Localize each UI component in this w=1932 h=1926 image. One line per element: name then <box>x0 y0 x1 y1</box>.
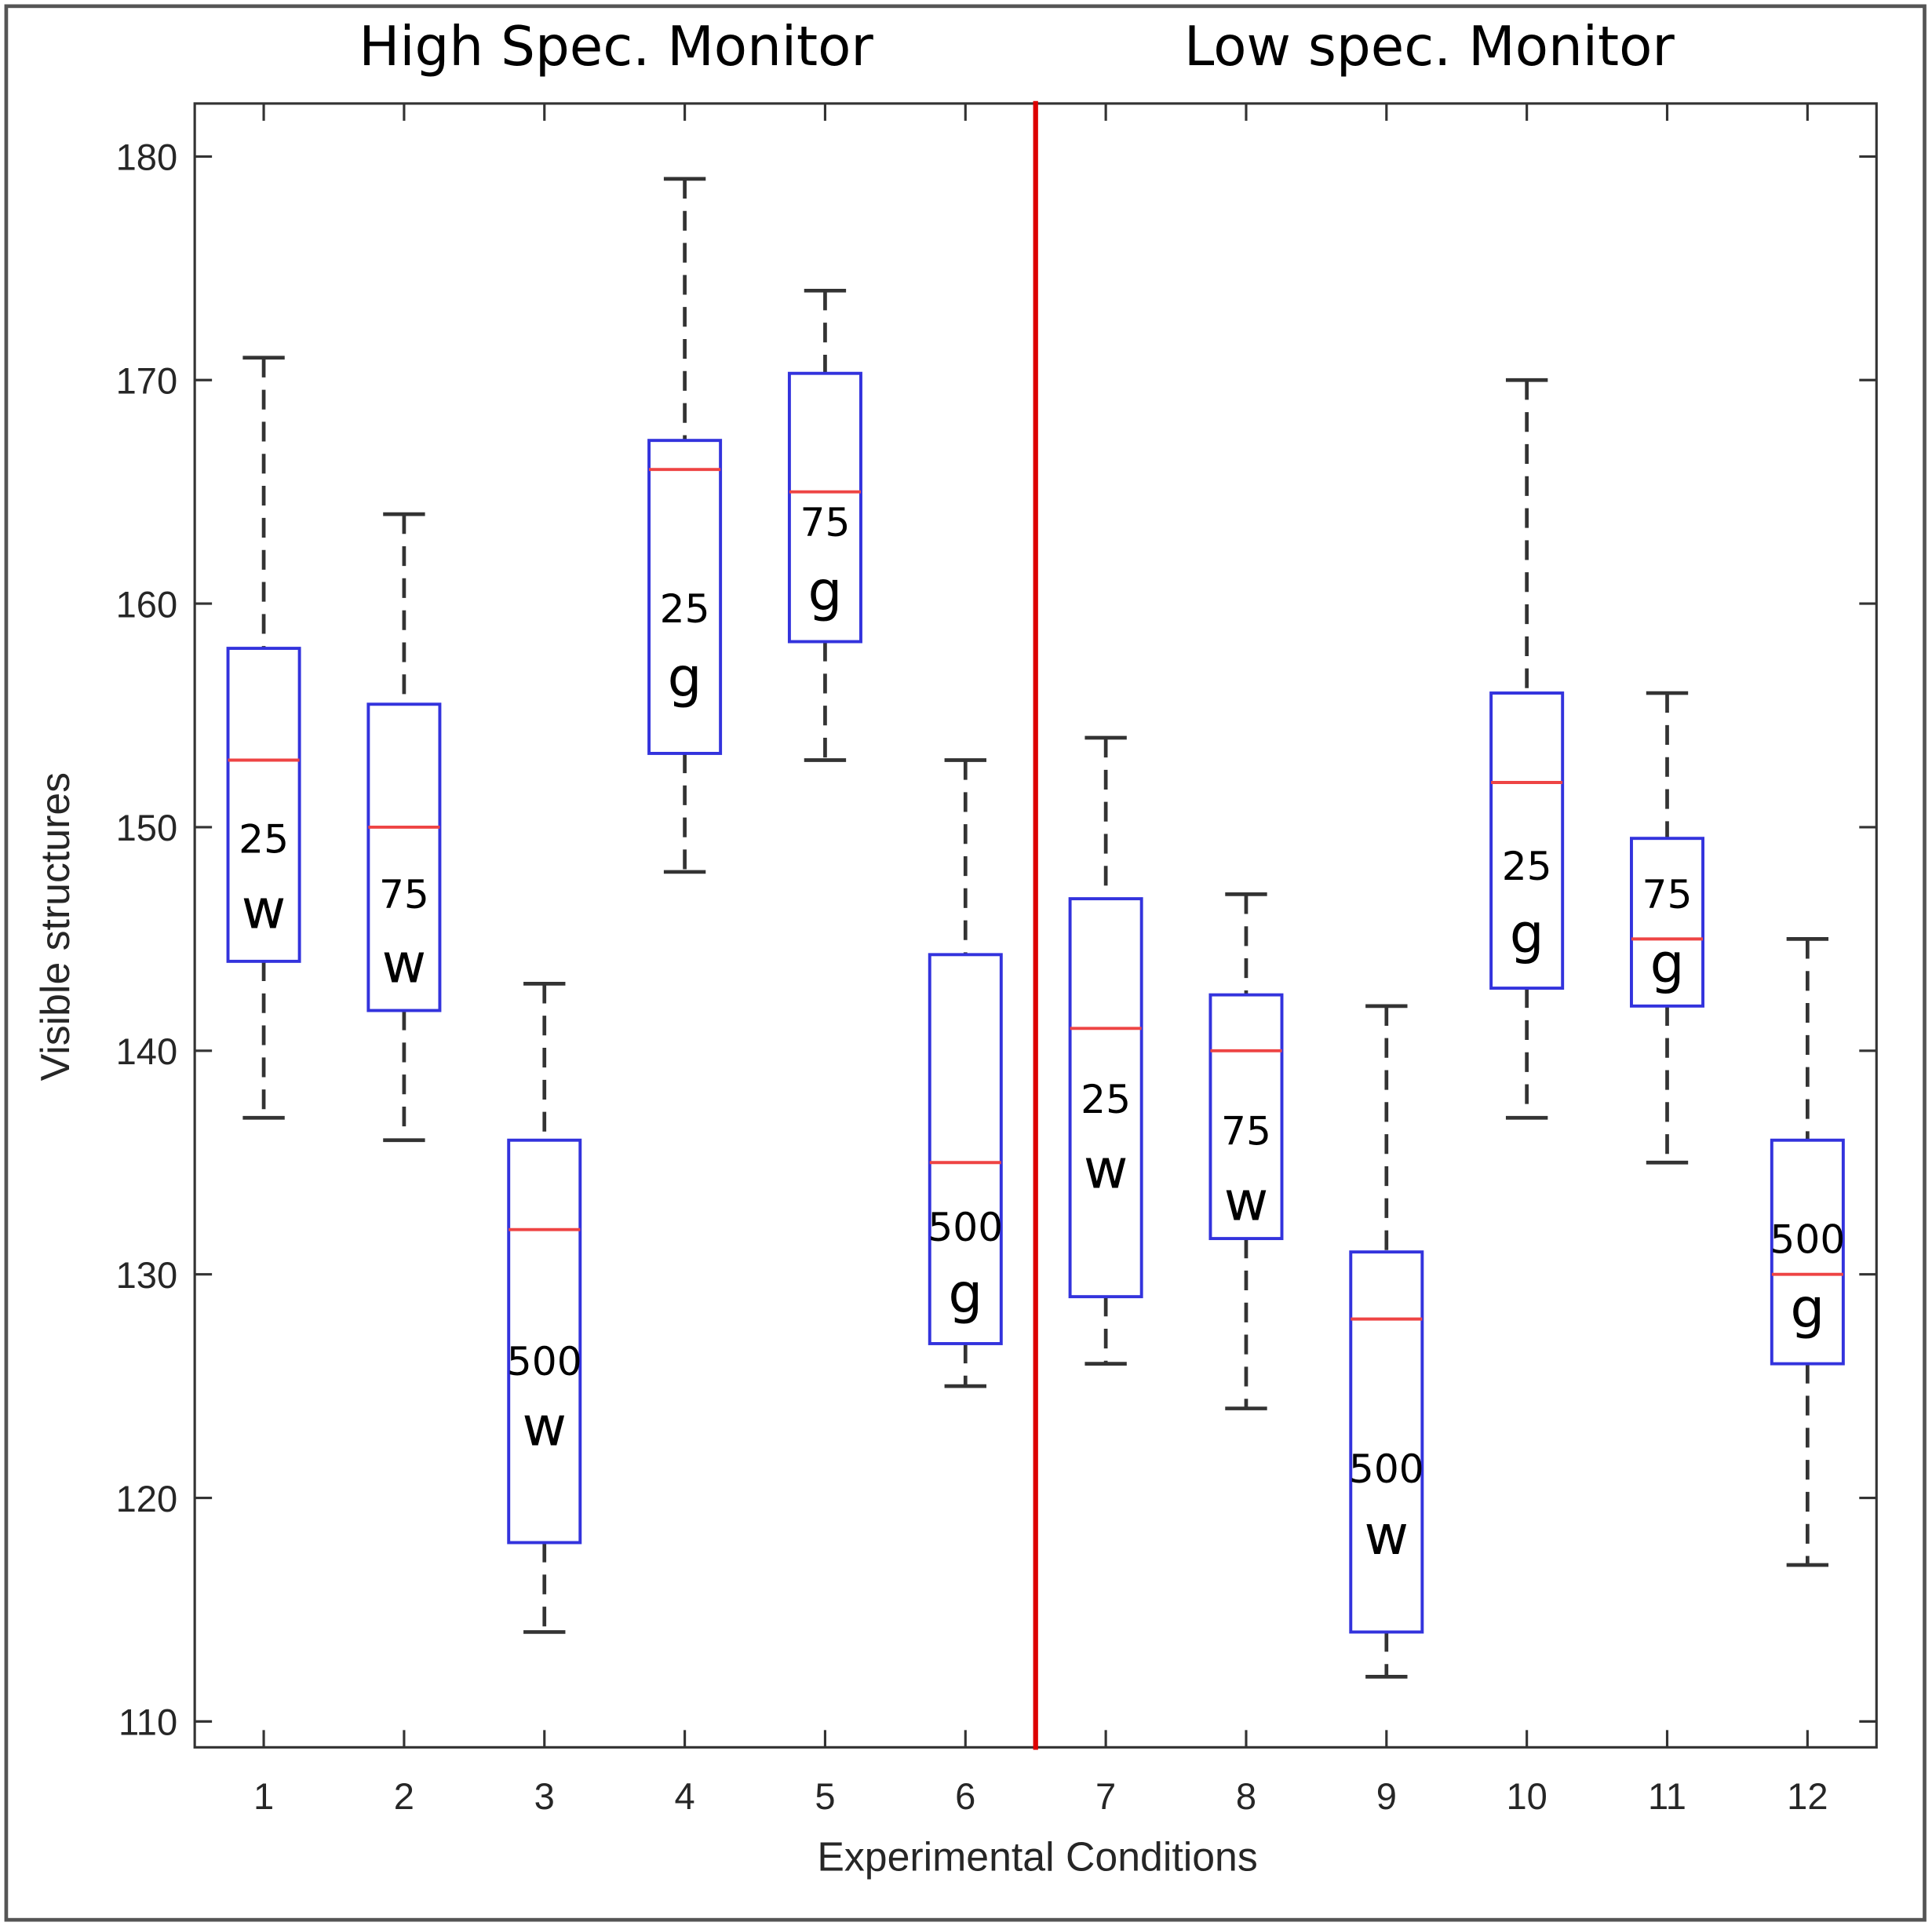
box-9: 500 w <box>1349 1004 1424 1679</box>
box-label-number: 25 <box>239 815 289 862</box>
x-tick-label: 2 <box>394 1775 414 1817</box>
y-tick-label: 160 <box>116 583 178 625</box>
x-tick-label: 7 <box>1095 1775 1116 1817</box>
box-iqr <box>1068 897 1143 1299</box>
box-label-number: 75 <box>800 499 850 545</box>
box-label-number: 75 <box>1642 871 1693 917</box>
box-label-letter: w <box>242 878 286 941</box>
box-label-letter: g <box>1790 1278 1824 1341</box>
panel-title-low-spec: Low spec. Monitor <box>1184 16 1675 78</box>
box-iqr <box>928 953 1003 1345</box>
box-6: 500 g <box>928 758 1003 1388</box>
box-label-letter: g <box>808 560 843 623</box>
x-tick-label: 10 <box>1506 1775 1547 1817</box>
box-label-number: 75 <box>1221 1108 1271 1155</box>
x-tick-label: 11 <box>1648 1775 1686 1817</box>
y-axis-label: Visible structures <box>32 772 78 1081</box>
y-tick-label: 180 <box>116 137 178 178</box>
box-label-number: 500 <box>1349 1446 1424 1492</box>
box-11: 75 g <box>1630 691 1704 1165</box>
box-iqr <box>1208 993 1284 1241</box>
box-iqr <box>1489 691 1565 990</box>
box-label-letter: g <box>668 647 702 709</box>
box-iqr <box>647 439 723 755</box>
y-tick-label: 150 <box>116 807 178 848</box>
x-tick-label: 9 <box>1376 1775 1397 1817</box>
box-iqr <box>1770 1138 1845 1366</box>
box-iqr <box>1630 837 1704 1008</box>
box-5: 75 g <box>787 288 862 762</box>
panel-title-high-spec: High Spec. Monitor <box>359 16 873 78</box>
box-label-letter: w <box>523 1396 567 1459</box>
box-12: 500 g <box>1770 937 1845 1567</box>
y-tick-label: 110 <box>118 1702 177 1743</box>
x-tick-label: 12 <box>1787 1775 1828 1817</box>
box-10: 25 g <box>1489 378 1565 1120</box>
outer-frame <box>4 4 1927 1922</box>
box-label-letter: w <box>1224 1170 1269 1233</box>
box-label-number: 500 <box>507 1338 582 1384</box>
box-2: 75 w <box>366 512 442 1143</box>
x-tick-label: 6 <box>955 1775 975 1817</box>
x-tick-label: 4 <box>674 1775 694 1817</box>
box-label-number: 75 <box>379 871 429 917</box>
box-iqr <box>226 647 301 963</box>
box-iqr <box>1349 1250 1424 1634</box>
box-label-letter: w <box>382 932 426 995</box>
box-label-number: 500 <box>1770 1217 1845 1263</box>
y-tick-label: 170 <box>116 360 178 402</box>
x-tick-label: 3 <box>534 1775 555 1817</box>
box-label-number: 25 <box>1502 843 1552 889</box>
box-label-number: 25 <box>660 585 710 632</box>
box-label-letter: w <box>1084 1139 1128 1202</box>
box-label-number: 25 <box>1081 1076 1131 1122</box>
box-1: 25 w <box>226 356 301 1120</box>
boxes: 25 w 75 w 500 w 25 g 75 g 500 g 25 w 75 w 500 w 25 g 75 g 500 g <box>226 177 1845 1679</box>
box-3: 500 w <box>507 981 582 1634</box>
y-tick-label: 140 <box>116 1030 178 1072</box>
box-iqr <box>507 1138 582 1545</box>
x-tick-label: 1 <box>253 1775 274 1817</box>
x-tick-label: 8 <box>1236 1775 1256 1817</box>
box-4: 25 g <box>647 177 723 874</box>
box-label-number: 500 <box>928 1204 1003 1250</box>
box-iqr <box>366 702 442 1012</box>
box-label-letter: g <box>1510 903 1544 966</box>
box-8: 75 w <box>1208 892 1284 1410</box>
y-tick-label: 120 <box>116 1478 178 1519</box>
y-tick-label: 130 <box>116 1254 178 1296</box>
box-label-letter: g <box>1650 932 1685 995</box>
box-7: 25 w <box>1068 735 1143 1366</box>
box-iqr <box>787 371 862 644</box>
x-axis-label: Experimental Conditions <box>817 1833 1257 1879</box>
x-tick-label: 5 <box>815 1775 835 1817</box>
box-label-letter: w <box>1365 1505 1409 1567</box>
box-label-letter: g <box>948 1263 982 1326</box>
